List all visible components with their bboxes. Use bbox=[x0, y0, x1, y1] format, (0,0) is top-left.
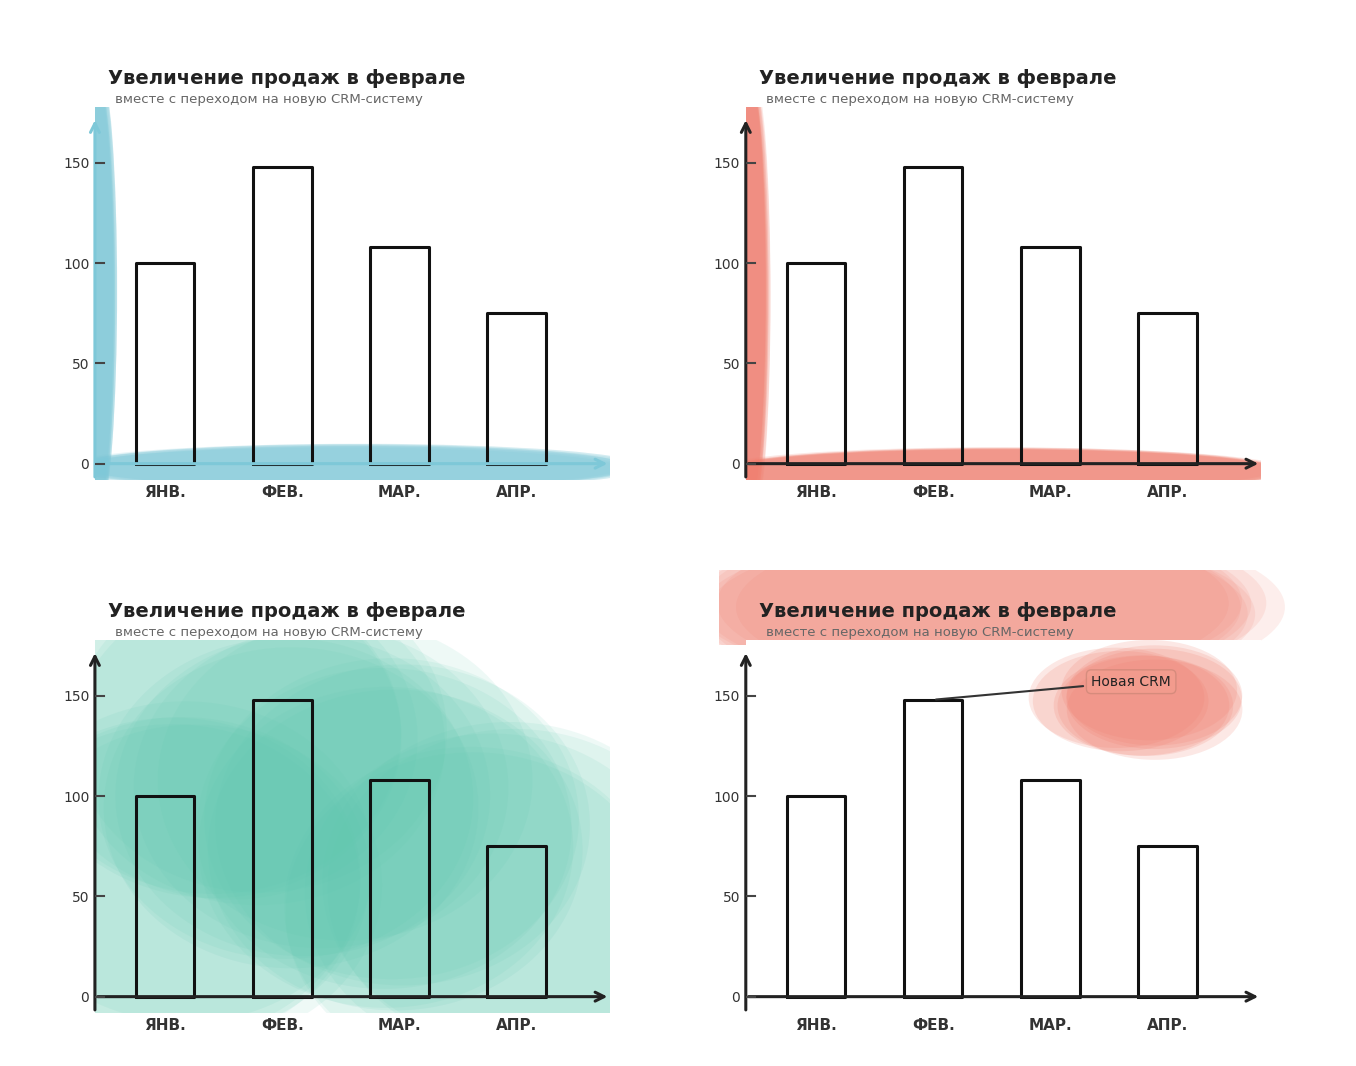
Ellipse shape bbox=[197, 668, 572, 989]
Ellipse shape bbox=[736, 77, 769, 508]
Ellipse shape bbox=[207, 690, 583, 1011]
Ellipse shape bbox=[81, 81, 114, 513]
Ellipse shape bbox=[205, 658, 579, 980]
Ellipse shape bbox=[76, 447, 639, 490]
Ellipse shape bbox=[738, 86, 770, 517]
Ellipse shape bbox=[285, 747, 659, 1066]
Ellipse shape bbox=[80, 445, 643, 488]
Ellipse shape bbox=[72, 571, 447, 892]
Ellipse shape bbox=[720, 449, 1283, 494]
Ellipse shape bbox=[716, 449, 1279, 494]
Ellipse shape bbox=[734, 71, 766, 503]
Text: вместе с переходом на новую CRM-систему: вместе с переходом на новую CRM-систему bbox=[115, 93, 423, 106]
Ellipse shape bbox=[0, 717, 369, 1038]
Text: Увеличение продаж в феврале: Увеличение продаж в феврале bbox=[108, 602, 466, 621]
Ellipse shape bbox=[198, 687, 574, 1007]
Ellipse shape bbox=[735, 87, 767, 518]
Ellipse shape bbox=[692, 526, 1241, 690]
Ellipse shape bbox=[725, 448, 1288, 491]
Ellipse shape bbox=[285, 753, 660, 1066]
Ellipse shape bbox=[738, 78, 770, 508]
Ellipse shape bbox=[1066, 649, 1242, 749]
Ellipse shape bbox=[305, 733, 679, 1054]
Ellipse shape bbox=[716, 448, 1277, 492]
Ellipse shape bbox=[1067, 660, 1242, 760]
Ellipse shape bbox=[1054, 656, 1230, 756]
Ellipse shape bbox=[81, 75, 114, 505]
Ellipse shape bbox=[713, 448, 1276, 491]
Ellipse shape bbox=[43, 579, 418, 900]
Ellipse shape bbox=[115, 635, 490, 956]
Ellipse shape bbox=[27, 577, 401, 898]
Ellipse shape bbox=[693, 519, 1242, 683]
Ellipse shape bbox=[721, 449, 1284, 492]
Ellipse shape bbox=[83, 85, 115, 517]
Ellipse shape bbox=[62, 448, 624, 491]
Ellipse shape bbox=[698, 532, 1248, 696]
Ellipse shape bbox=[62, 446, 624, 490]
Ellipse shape bbox=[732, 77, 766, 508]
Ellipse shape bbox=[71, 584, 445, 905]
Ellipse shape bbox=[735, 81, 767, 512]
Ellipse shape bbox=[83, 70, 115, 501]
Ellipse shape bbox=[83, 446, 644, 489]
Ellipse shape bbox=[1058, 656, 1233, 756]
Ellipse shape bbox=[1029, 648, 1204, 748]
Ellipse shape bbox=[79, 443, 640, 488]
Ellipse shape bbox=[84, 77, 117, 507]
Ellipse shape bbox=[735, 79, 769, 511]
Text: Увеличение продаж в феврале: Увеличение продаж в феврале bbox=[759, 69, 1117, 88]
Ellipse shape bbox=[64, 445, 626, 488]
Ellipse shape bbox=[26, 574, 401, 894]
Text: Увеличение продаж в феврале: Увеличение продаж в феврале bbox=[108, 69, 466, 88]
Ellipse shape bbox=[734, 75, 766, 506]
Ellipse shape bbox=[323, 722, 697, 1043]
Ellipse shape bbox=[81, 83, 115, 515]
Ellipse shape bbox=[84, 74, 117, 505]
Ellipse shape bbox=[717, 521, 1267, 685]
Text: вместе с переходом на новую CRM-систему: вместе с переходом на новую CRM-систему bbox=[115, 626, 423, 639]
Ellipse shape bbox=[1067, 645, 1242, 745]
Ellipse shape bbox=[0, 724, 359, 1045]
Ellipse shape bbox=[7, 725, 382, 1046]
Ellipse shape bbox=[216, 664, 590, 985]
Text: вместе с переходом на новую CRM-систему: вместе с переходом на новую CRM-систему bbox=[766, 626, 1074, 639]
Ellipse shape bbox=[734, 82, 766, 514]
Ellipse shape bbox=[736, 524, 1285, 689]
Ellipse shape bbox=[99, 637, 473, 959]
Ellipse shape bbox=[327, 729, 702, 1050]
Ellipse shape bbox=[1062, 640, 1237, 740]
Ellipse shape bbox=[723, 448, 1284, 492]
Text: Увеличение продаж в феврале: Увеличение продаж в феврале bbox=[759, 602, 1117, 621]
Ellipse shape bbox=[0, 717, 361, 1038]
Ellipse shape bbox=[83, 81, 115, 512]
Ellipse shape bbox=[706, 532, 1256, 696]
Ellipse shape bbox=[134, 627, 508, 948]
Ellipse shape bbox=[84, 74, 117, 504]
Ellipse shape bbox=[157, 619, 533, 940]
Ellipse shape bbox=[723, 450, 1284, 494]
Ellipse shape bbox=[702, 522, 1252, 687]
Ellipse shape bbox=[679, 521, 1229, 685]
Text: вместе с переходом на новую CRM-систему: вместе с переходом на новую CRM-систему bbox=[766, 93, 1074, 106]
Ellipse shape bbox=[104, 647, 479, 968]
Ellipse shape bbox=[0, 701, 373, 1022]
Text: Новая CRM: Новая CRM bbox=[936, 675, 1172, 699]
Ellipse shape bbox=[68, 445, 629, 489]
Ellipse shape bbox=[1033, 651, 1208, 752]
Ellipse shape bbox=[84, 77, 117, 508]
